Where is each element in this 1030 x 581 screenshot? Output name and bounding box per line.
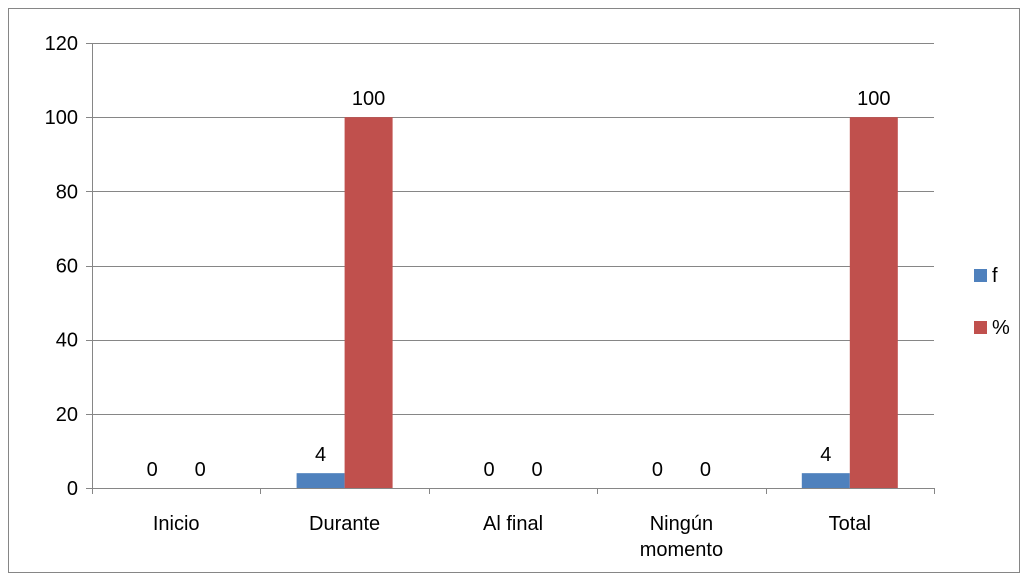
legend-label: f xyxy=(992,265,998,287)
data-label: 0 xyxy=(483,459,494,481)
data-label: 0 xyxy=(652,459,663,481)
data-label: 0 xyxy=(700,459,711,481)
y-tick-label: 120 xyxy=(45,33,78,55)
data-label: 4 xyxy=(820,444,831,466)
y-tick-label: 100 xyxy=(45,107,78,129)
y-tick-label: 20 xyxy=(56,404,78,426)
x-category-label: Durante xyxy=(309,513,380,535)
x-category-label: momento xyxy=(640,539,723,561)
data-label: 0 xyxy=(195,459,206,481)
bar-percent xyxy=(849,117,898,489)
x-category-label: Inicio xyxy=(153,513,200,535)
data-label: 4 xyxy=(315,444,326,466)
x-category-label: Ningún xyxy=(650,513,713,535)
bar-f xyxy=(801,473,850,488)
legend-swatch xyxy=(974,321,987,334)
y-tick-label: 80 xyxy=(56,181,78,203)
bar-percent xyxy=(344,117,393,489)
y-tick-label: 60 xyxy=(56,256,78,278)
data-label: 100 xyxy=(352,88,385,110)
data-label: 100 xyxy=(857,88,890,110)
data-label: 0 xyxy=(147,459,158,481)
data-label: 0 xyxy=(531,459,542,481)
x-category-label: Total xyxy=(829,513,871,535)
legend-label: % xyxy=(992,317,1010,339)
y-tick-label: 0 xyxy=(67,478,78,500)
legend-swatch xyxy=(974,269,987,282)
y-tick-label: 40 xyxy=(56,330,78,352)
bar-f xyxy=(296,473,345,488)
x-category-label: Al final xyxy=(483,513,543,535)
